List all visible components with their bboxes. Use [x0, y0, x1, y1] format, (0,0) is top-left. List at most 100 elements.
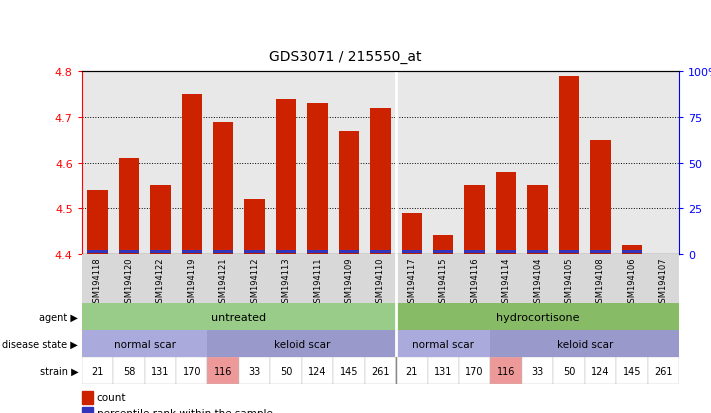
- Bar: [590, 140, 611, 254]
- Text: 261: 261: [371, 366, 390, 376]
- Bar: [648, 357, 679, 384]
- Bar: [176, 357, 208, 384]
- Bar: [119, 159, 139, 254]
- Text: GSM194121: GSM194121: [219, 256, 228, 307]
- Bar: [464, 250, 485, 254]
- Text: GSM194113: GSM194113: [282, 256, 291, 307]
- Bar: [245, 250, 265, 254]
- Bar: [559, 250, 579, 254]
- Bar: [213, 250, 233, 254]
- Text: 116: 116: [214, 366, 232, 376]
- Text: 124: 124: [591, 366, 609, 376]
- Text: GSM194110: GSM194110: [376, 256, 385, 307]
- Text: GSM194117: GSM194117: [407, 256, 417, 307]
- Text: GSM194105: GSM194105: [565, 256, 574, 307]
- Bar: [307, 104, 328, 254]
- Text: 21: 21: [406, 366, 418, 376]
- Bar: [559, 77, 579, 254]
- Bar: [528, 250, 547, 254]
- Text: GSM194115: GSM194115: [439, 256, 448, 307]
- Bar: [396, 330, 491, 357]
- Bar: [113, 357, 144, 384]
- Bar: [402, 213, 422, 254]
- Text: GSM194119: GSM194119: [187, 256, 196, 307]
- Bar: [338, 250, 359, 254]
- Text: 58: 58: [123, 366, 135, 376]
- Bar: [590, 250, 611, 254]
- Text: 145: 145: [340, 366, 358, 376]
- Bar: [402, 250, 422, 254]
- Text: GSM194104: GSM194104: [533, 256, 542, 307]
- Bar: [150, 186, 171, 254]
- Bar: [616, 357, 648, 384]
- Bar: [370, 250, 390, 254]
- Text: normal scar: normal scar: [412, 339, 474, 349]
- Text: GSM194106: GSM194106: [627, 256, 636, 307]
- Bar: [584, 357, 616, 384]
- Text: GSM194109: GSM194109: [344, 256, 353, 307]
- Bar: [301, 357, 333, 384]
- Text: 170: 170: [183, 366, 201, 376]
- Bar: [82, 254, 679, 304]
- Bar: [427, 357, 459, 384]
- Bar: [528, 186, 547, 254]
- Bar: [522, 357, 553, 384]
- Text: 131: 131: [434, 366, 452, 376]
- Bar: [396, 304, 679, 330]
- Bar: [396, 357, 427, 384]
- Text: agent ▶: agent ▶: [39, 312, 78, 322]
- Text: 50: 50: [563, 366, 575, 376]
- Bar: [181, 95, 202, 254]
- Bar: [307, 250, 328, 254]
- Text: normal scar: normal scar: [114, 339, 176, 349]
- Bar: [491, 330, 679, 357]
- Bar: [82, 406, 92, 413]
- Text: disease state ▶: disease state ▶: [2, 339, 78, 349]
- Bar: [496, 250, 516, 254]
- Text: GSM194120: GSM194120: [124, 256, 134, 307]
- Bar: [433, 236, 454, 254]
- Bar: [82, 391, 92, 404]
- Bar: [370, 109, 390, 254]
- Text: 116: 116: [497, 366, 515, 376]
- Text: hydrocortisone: hydrocortisone: [496, 312, 579, 322]
- Text: keloid scar: keloid scar: [274, 339, 330, 349]
- Bar: [87, 190, 107, 254]
- Bar: [338, 131, 359, 254]
- Text: GDS3071 / 215550_at: GDS3071 / 215550_at: [269, 50, 421, 64]
- Bar: [621, 245, 642, 254]
- Bar: [82, 330, 208, 357]
- Text: GSM194112: GSM194112: [250, 256, 259, 307]
- Text: GSM194108: GSM194108: [596, 256, 605, 307]
- Bar: [553, 357, 584, 384]
- Bar: [239, 357, 270, 384]
- Text: untreated: untreated: [211, 312, 267, 322]
- Text: keloid scar: keloid scar: [557, 339, 613, 349]
- Text: GSM194114: GSM194114: [502, 256, 510, 307]
- Bar: [82, 357, 113, 384]
- Bar: [150, 250, 171, 254]
- Text: 170: 170: [466, 366, 484, 376]
- Bar: [496, 172, 516, 254]
- Text: percentile rank within the sample: percentile rank within the sample: [97, 408, 272, 413]
- Text: 21: 21: [91, 366, 104, 376]
- Bar: [459, 357, 491, 384]
- Bar: [208, 357, 239, 384]
- Bar: [181, 250, 202, 254]
- Text: 124: 124: [309, 366, 327, 376]
- Bar: [213, 122, 233, 254]
- Text: GSM194118: GSM194118: [93, 256, 102, 307]
- Text: 50: 50: [280, 366, 292, 376]
- Bar: [270, 357, 301, 384]
- Bar: [245, 199, 265, 254]
- Text: GSM194107: GSM194107: [659, 256, 668, 307]
- Text: 33: 33: [249, 366, 261, 376]
- Text: count: count: [97, 392, 126, 403]
- Bar: [333, 357, 365, 384]
- Bar: [144, 357, 176, 384]
- Text: GSM194122: GSM194122: [156, 256, 165, 307]
- Bar: [208, 330, 396, 357]
- Text: 261: 261: [654, 366, 673, 376]
- Bar: [87, 250, 107, 254]
- Bar: [276, 250, 296, 254]
